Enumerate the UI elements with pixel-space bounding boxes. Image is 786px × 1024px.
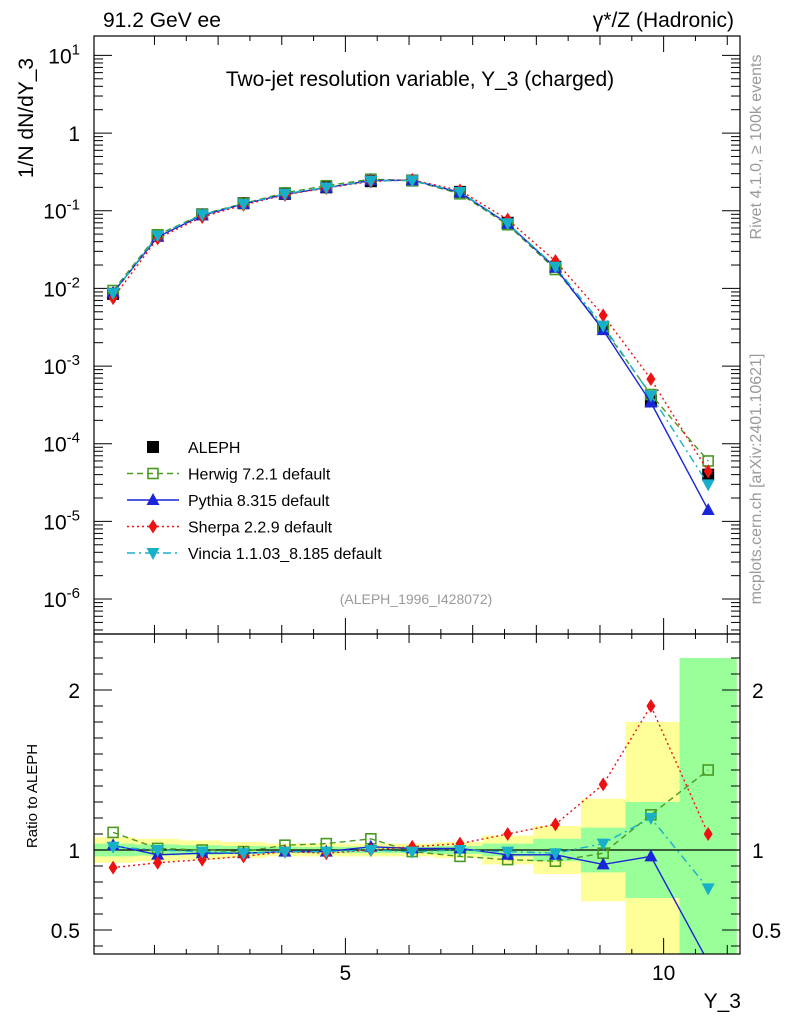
vincia-point: [151, 230, 165, 243]
vincia-ratio-point: [596, 838, 610, 851]
vincia-point: [501, 218, 515, 231]
legend-label-sherpa: Sherpa 2.2.9 default: [188, 520, 333, 537]
vincia-ratio-point: [237, 848, 251, 861]
y-tick-label: 10-6: [43, 585, 80, 612]
x-tick-label: 5: [340, 962, 352, 985]
vincia-point: [548, 261, 562, 274]
herwig-ratio-line: [112, 769, 709, 862]
legend-marker-vincia: [146, 548, 160, 560]
sherpa-line: [112, 179, 709, 472]
ratio-axis-title: Ratio to ALEPH: [24, 744, 41, 848]
sherpa-ratio-line: [113, 704, 709, 869]
pythia-line: [112, 179, 709, 511]
pythia-ratio-point: [644, 849, 658, 862]
y-tick-label: 10-2: [43, 274, 80, 301]
sherpa-ratio-point: [153, 855, 163, 870]
ratio-tick-label: 0.5: [51, 920, 80, 943]
vincia-ratio-point: [644, 813, 658, 825]
plot-title: Two-jet resolution variable, Y_3 (charge…: [226, 68, 614, 91]
ratio-band-inner: [679, 658, 737, 954]
process-label: γ*/Z (Hadronic): [593, 9, 734, 32]
sherpa-ratio-point: [108, 860, 118, 875]
y-tick-label: 10-4: [43, 430, 80, 457]
ratio-tick-label-right: 2: [752, 680, 764, 703]
vincia-line: [112, 179, 709, 485]
vincia-ratio-point: [106, 841, 120, 854]
vincia-ratio-point: [548, 848, 562, 861]
energy-label: 91.2 GeV ee: [103, 9, 221, 32]
legend-marker-pythia: [146, 493, 160, 505]
legend-marker-sherpa: [148, 519, 158, 534]
sherpa-point: [646, 372, 656, 387]
sherpa-ratio-point: [503, 827, 513, 841]
herwig-ratio-point: [107, 826, 119, 839]
pythia-point: [701, 503, 715, 516]
vincia-point: [405, 175, 419, 188]
pythia-ratio-point: [702, 955, 715, 967]
vincia-ratio-point: [364, 845, 378, 857]
pythia-ratio-line: [112, 844, 705, 954]
ratio-tick-label-right: 1: [752, 840, 764, 863]
rivet-label: Rivet 4.1.0, ≥ 100k events: [748, 55, 765, 240]
vincia-point: [364, 175, 378, 188]
sherpa-ratio-point: [598, 777, 608, 792]
vincia-ratio-point: [195, 846, 209, 859]
analysis-tag: (ALEPH_1996_I428072): [340, 591, 493, 607]
vincia-ratio-point: [501, 846, 515, 859]
vincia-point: [596, 320, 610, 333]
ratio-tick-label: 1: [68, 840, 80, 863]
main-frame: [93, 35, 741, 635]
vincia-ratio-point: [405, 846, 419, 859]
y-tick-label: 10-1: [43, 197, 80, 224]
vincia-ratio-point: [453, 845, 467, 857]
y-tick-label: 10-5: [43, 507, 80, 534]
vincia-point: [319, 182, 333, 195]
vincia-point: [453, 186, 467, 199]
legend-label-herwig: Herwig 7.2.1 default: [188, 467, 331, 484]
ratio-tick-label: 2: [68, 680, 80, 703]
y-tick-label: 1: [68, 123, 80, 146]
sherpa-ratio-point: [646, 699, 656, 713]
sherpa-ratio-point: [703, 827, 713, 841]
x-tick-label: 10: [652, 962, 675, 985]
legend: ALEPH Herwig 7.2.1 default Pythia 8.315 de…: [127, 440, 382, 563]
pythia-ratio-point: [596, 857, 610, 870]
vincia-point: [106, 288, 120, 301]
ratio-frame: [93, 633, 741, 955]
legend-marker-aleph: [147, 441, 159, 453]
vincia-ratio-point: [701, 883, 715, 896]
vincia-point: [195, 209, 209, 222]
main-series: [106, 172, 715, 516]
herwig-ratio-point: [702, 764, 714, 776]
sherpa-point: [703, 464, 713, 479]
ratio-series: [106, 699, 715, 967]
vincia-point: [278, 188, 292, 201]
legend-marker-herwig: [147, 467, 159, 480]
vincia-ratio-line: [113, 817, 709, 889]
mcplots-label: mcplots.cern.ch [arXiv:2401.10621]: [748, 354, 765, 605]
legend-label-aleph: ALEPH: [188, 440, 240, 457]
y-axis-title: 1/N dN/dY_3: [15, 58, 38, 178]
legend-label-pythia: Pythia 8.315 default: [188, 493, 330, 510]
vincia-point: [644, 390, 658, 403]
vincia-ratio-point: [151, 845, 165, 857]
y-tick-label: 101: [48, 41, 80, 68]
vincia-point: [237, 199, 251, 212]
sherpa-ratio-point: [197, 852, 207, 867]
sherpa-ratio-point: [550, 817, 560, 832]
vincia-ratio-point: [319, 846, 333, 859]
ratio-tick-label-right: 0.5: [752, 920, 781, 943]
y-tick-label: 10-3: [43, 352, 80, 379]
sherpa-point: [598, 308, 608, 323]
vincia-ratio-point: [278, 846, 292, 859]
vincia-point: [701, 479, 715, 492]
axes: 5 10 101 1 10-1 10-2 10-3 10-4 10-5 10-6 2 2 1 1 0.5 0.…: [43, 36, 781, 985]
x-axis-title: Y_3: [704, 990, 741, 1013]
legend-label-vincia: Vincia 1.1.03_8.185 default: [188, 546, 382, 563]
ratio-bands: [94, 658, 737, 954]
